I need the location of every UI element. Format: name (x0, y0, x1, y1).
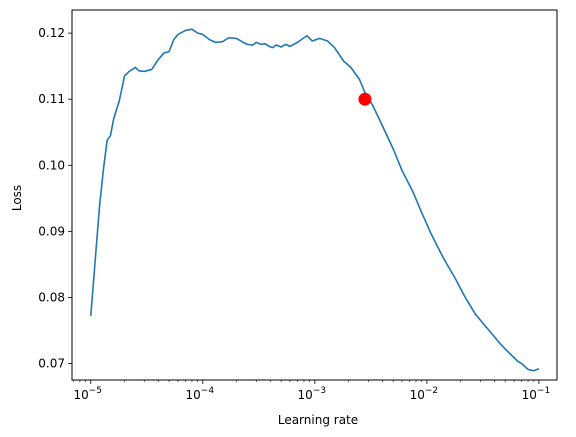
x-axis: 10−5 10−4 10−3 10−2 10−1 (73, 380, 550, 402)
y-tick-label: 0.11 (38, 92, 65, 106)
x-axis-label: Learning rate (278, 413, 358, 427)
x-tick-label: 10−5 (73, 386, 102, 402)
y-axis-label: Loss (10, 185, 24, 211)
y-tick-label: 0.09 (38, 224, 65, 238)
x-tick-label: 10−4 (186, 386, 215, 402)
x-tick-label: 10−2 (410, 386, 439, 402)
y-tick-label: 0.07 (38, 356, 65, 370)
y-tick-label: 0.12 (38, 26, 65, 40)
y-axis: 0.07 0.08 0.09 0.10 0.11 0.12 (38, 26, 72, 370)
x-tick-label: 10−1 (522, 386, 551, 402)
y-tick-label: 0.10 (38, 158, 65, 172)
plot-area (71, 9, 558, 381)
y-tick-label: 0.08 (38, 290, 65, 304)
loss-curve-line (89, 28, 540, 372)
suggested-lr-marker (358, 92, 372, 106)
x-tick-label: 10−3 (298, 386, 327, 402)
